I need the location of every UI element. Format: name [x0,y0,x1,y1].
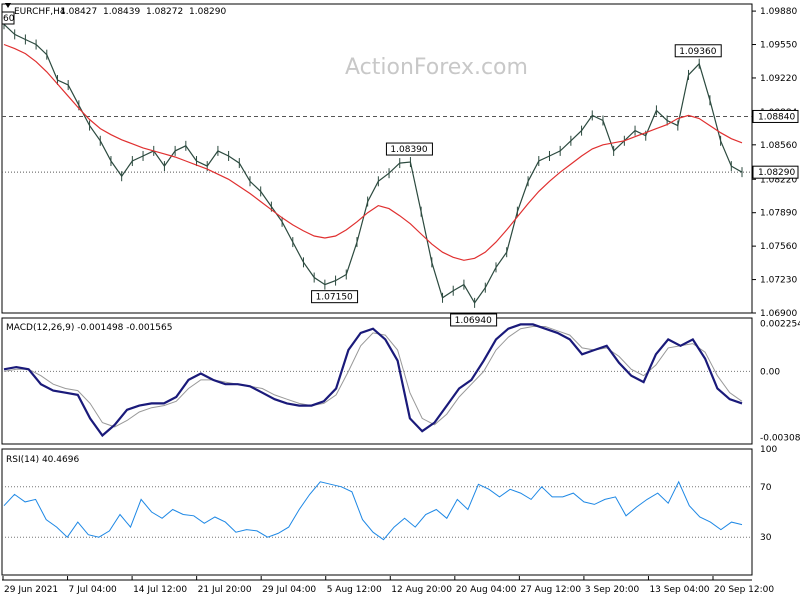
macd-main-line [3,323,743,438]
macd-tick-label: -0.003088 [760,433,800,443]
x-tick-label: 21 Jul 20:00 [198,585,252,595]
level-price-box [752,165,799,179]
x-tick-label: 3 Sep 20:00 [585,585,640,595]
moving-average-line [3,43,743,261]
panel-frames [1,3,753,581]
annotation-box [1,11,15,25]
macd-signal-line [3,326,743,428]
level-price-label: 1.08290 [758,168,795,178]
rsi-panel [2,480,752,541]
annotation-label: 60 [3,14,15,24]
x-tick-label: 27 Aug 12:00 [520,585,581,595]
ohlc-open: 1.08427 [60,7,97,17]
annotation-box [674,44,722,58]
price-tick-label: 1.09550 [760,41,797,51]
x-tick-label: 5 Aug 12:00 [327,585,382,595]
x-tick-label: 20 Sep 12:00 [714,585,774,595]
rsi-tick-label: 100 [760,445,777,455]
annotation-box [311,290,359,304]
watermark-text: ActionForex.com [345,55,528,80]
rsi-tick-label: 70 [760,483,772,493]
x-tick-label: 29 Jun 2021 [4,585,58,595]
main-panel-frame [1,3,753,314]
annotation-label: 1.06940 [455,316,492,326]
axes-labels: 1.098801.095501.092201.088841.085601.082… [2,7,800,595]
price-tick-label: 1.09880 [760,7,797,17]
x-tick-label: 29 Jul 04:00 [262,585,316,595]
ohlc-high: 1.08439 [103,7,140,17]
x-tick-label: 20 Aug 04:00 [456,585,517,595]
macd-label: MACD(12,26,9) -0.001498 -0.001565 [6,323,172,333]
macd-tick-label: 0.00 [760,367,780,377]
price-tick-label: 1.07890 [760,209,797,219]
price-tick-label: 1.09220 [760,74,797,84]
ohlc-close: 1.08290 [189,7,226,17]
x-tick-label: 14 Jul 12:00 [133,585,187,595]
rsi-line [3,480,743,541]
level-price-label: 1.08840 [758,112,795,122]
macd-tick-label: 0.002254 [760,319,800,329]
annotation-box [450,313,498,327]
rsi-panel-frame [1,448,753,576]
price-tick-label: 1.07230 [760,276,797,286]
price-tick-label: 1.06900 [760,309,797,319]
annotation-box [385,142,433,156]
annotation-label: 1.07150 [316,293,353,303]
rsi-label: RSI(14) 40.4696 [6,455,79,465]
annotation-label: 1.09360 [679,47,716,57]
rsi-tick-label: 30 [760,533,772,543]
main-price-panel: 1.07150 1.08390 1.06940 1.09360 60 [1,11,752,327]
scroll-marker-icon[interactable] [5,3,11,8]
price-series-line [3,23,743,305]
macd-panel [2,323,752,438]
price-tick-label: 1.08560 [760,141,797,151]
x-tick-label: 13 Sep 04:00 [649,585,709,595]
price-tick-label: 1.07560 [760,242,797,252]
price-tick-label: 1.08220 [760,175,797,185]
x-tick-label: 12 Aug 20:00 [391,585,452,595]
macd-panel-frame [1,317,753,445]
x-tick-label: 7 Jul 04:00 [69,585,118,595]
level-price-box [752,109,799,123]
symbol-label: EURCHF,H4 [14,7,66,17]
annotation-label: 1.08390 [390,145,427,155]
ohlc-low: 1.08272 [146,7,183,17]
